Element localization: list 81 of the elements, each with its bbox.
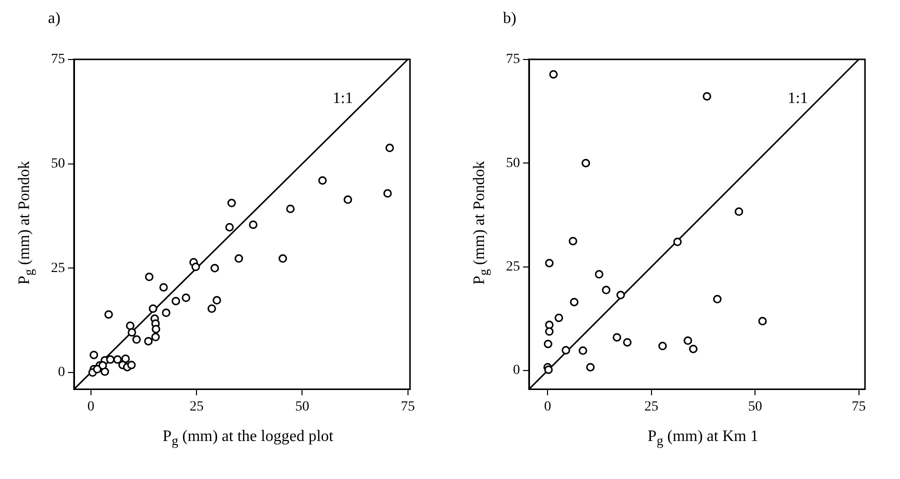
x-axis-title: P$_{g}$ (mm) at the logged plot [162, 428, 334, 450]
point [121, 354, 130, 363]
point [545, 258, 554, 268]
point [344, 195, 352, 204]
point [318, 176, 327, 185]
y-tick-label: 0 [58, 365, 65, 380]
x-tick-label: 25 [190, 399, 204, 414]
point [385, 144, 394, 152]
y-tick-label: 50 [51, 156, 65, 172]
x-tick-label: 75 [400, 399, 415, 414]
point [544, 340, 552, 348]
point [562, 346, 570, 354]
point [702, 92, 712, 101]
y-tick-label: 0 [513, 363, 520, 378]
point [132, 335, 141, 344]
point [570, 298, 578, 306]
point [758, 316, 767, 326]
x-tick-label: 50 [748, 399, 762, 414]
point [602, 286, 610, 294]
point [234, 254, 244, 263]
point [545, 327, 554, 336]
point [162, 308, 170, 318]
y-tick-label: 25 [506, 259, 520, 274]
point [127, 360, 136, 370]
point [90, 350, 98, 360]
point [673, 238, 682, 246]
y-tick-label: 75 [506, 52, 520, 68]
point [248, 220, 258, 229]
x-tick-label: 50 [295, 399, 310, 414]
point [616, 290, 625, 300]
point [144, 272, 154, 282]
point [126, 321, 134, 330]
point [623, 338, 632, 347]
point [92, 364, 102, 374]
point [98, 361, 107, 370]
point [713, 294, 722, 304]
point [578, 346, 588, 355]
annotation: 1:1 [788, 90, 808, 108]
point [151, 332, 160, 342]
point [225, 222, 234, 232]
point [212, 296, 222, 305]
point [144, 336, 153, 346]
point [612, 333, 622, 342]
x-tick-label: 75 [852, 399, 866, 414]
point [172, 296, 180, 306]
point [689, 344, 698, 354]
point [210, 264, 219, 272]
y-tick-label: 50 [506, 156, 520, 171]
point [128, 328, 136, 337]
x-tick-label: 25 [644, 399, 658, 414]
point [544, 365, 553, 374]
point [658, 342, 667, 350]
point [594, 270, 604, 279]
point [549, 70, 558, 79]
point [734, 207, 744, 216]
point [208, 304, 216, 313]
y-tick-label: 75 [51, 52, 65, 68]
point [191, 262, 200, 272]
point [383, 189, 392, 198]
point [152, 324, 160, 334]
point [582, 158, 590, 168]
point [554, 314, 564, 322]
point [286, 204, 295, 214]
annotation: 1:1 [332, 90, 354, 108]
x-tick-label: 0 [544, 399, 552, 414]
chart-title: b) [503, 10, 516, 28]
point [227, 198, 236, 208]
point [182, 294, 190, 302]
y-tick-label: 25 [51, 260, 65, 276]
point [278, 254, 288, 263]
x-tick-label: 0 [87, 399, 94, 414]
x-axis-title: P$_{g}$ (mm) at Km 1 [646, 428, 760, 450]
point [586, 362, 595, 372]
point [568, 236, 578, 246]
chart-title: a) [48, 10, 60, 28]
point [148, 304, 158, 313]
point [106, 355, 115, 364]
point [159, 283, 168, 292]
point [684, 336, 692, 345]
point [545, 320, 554, 330]
point [104, 310, 113, 319]
